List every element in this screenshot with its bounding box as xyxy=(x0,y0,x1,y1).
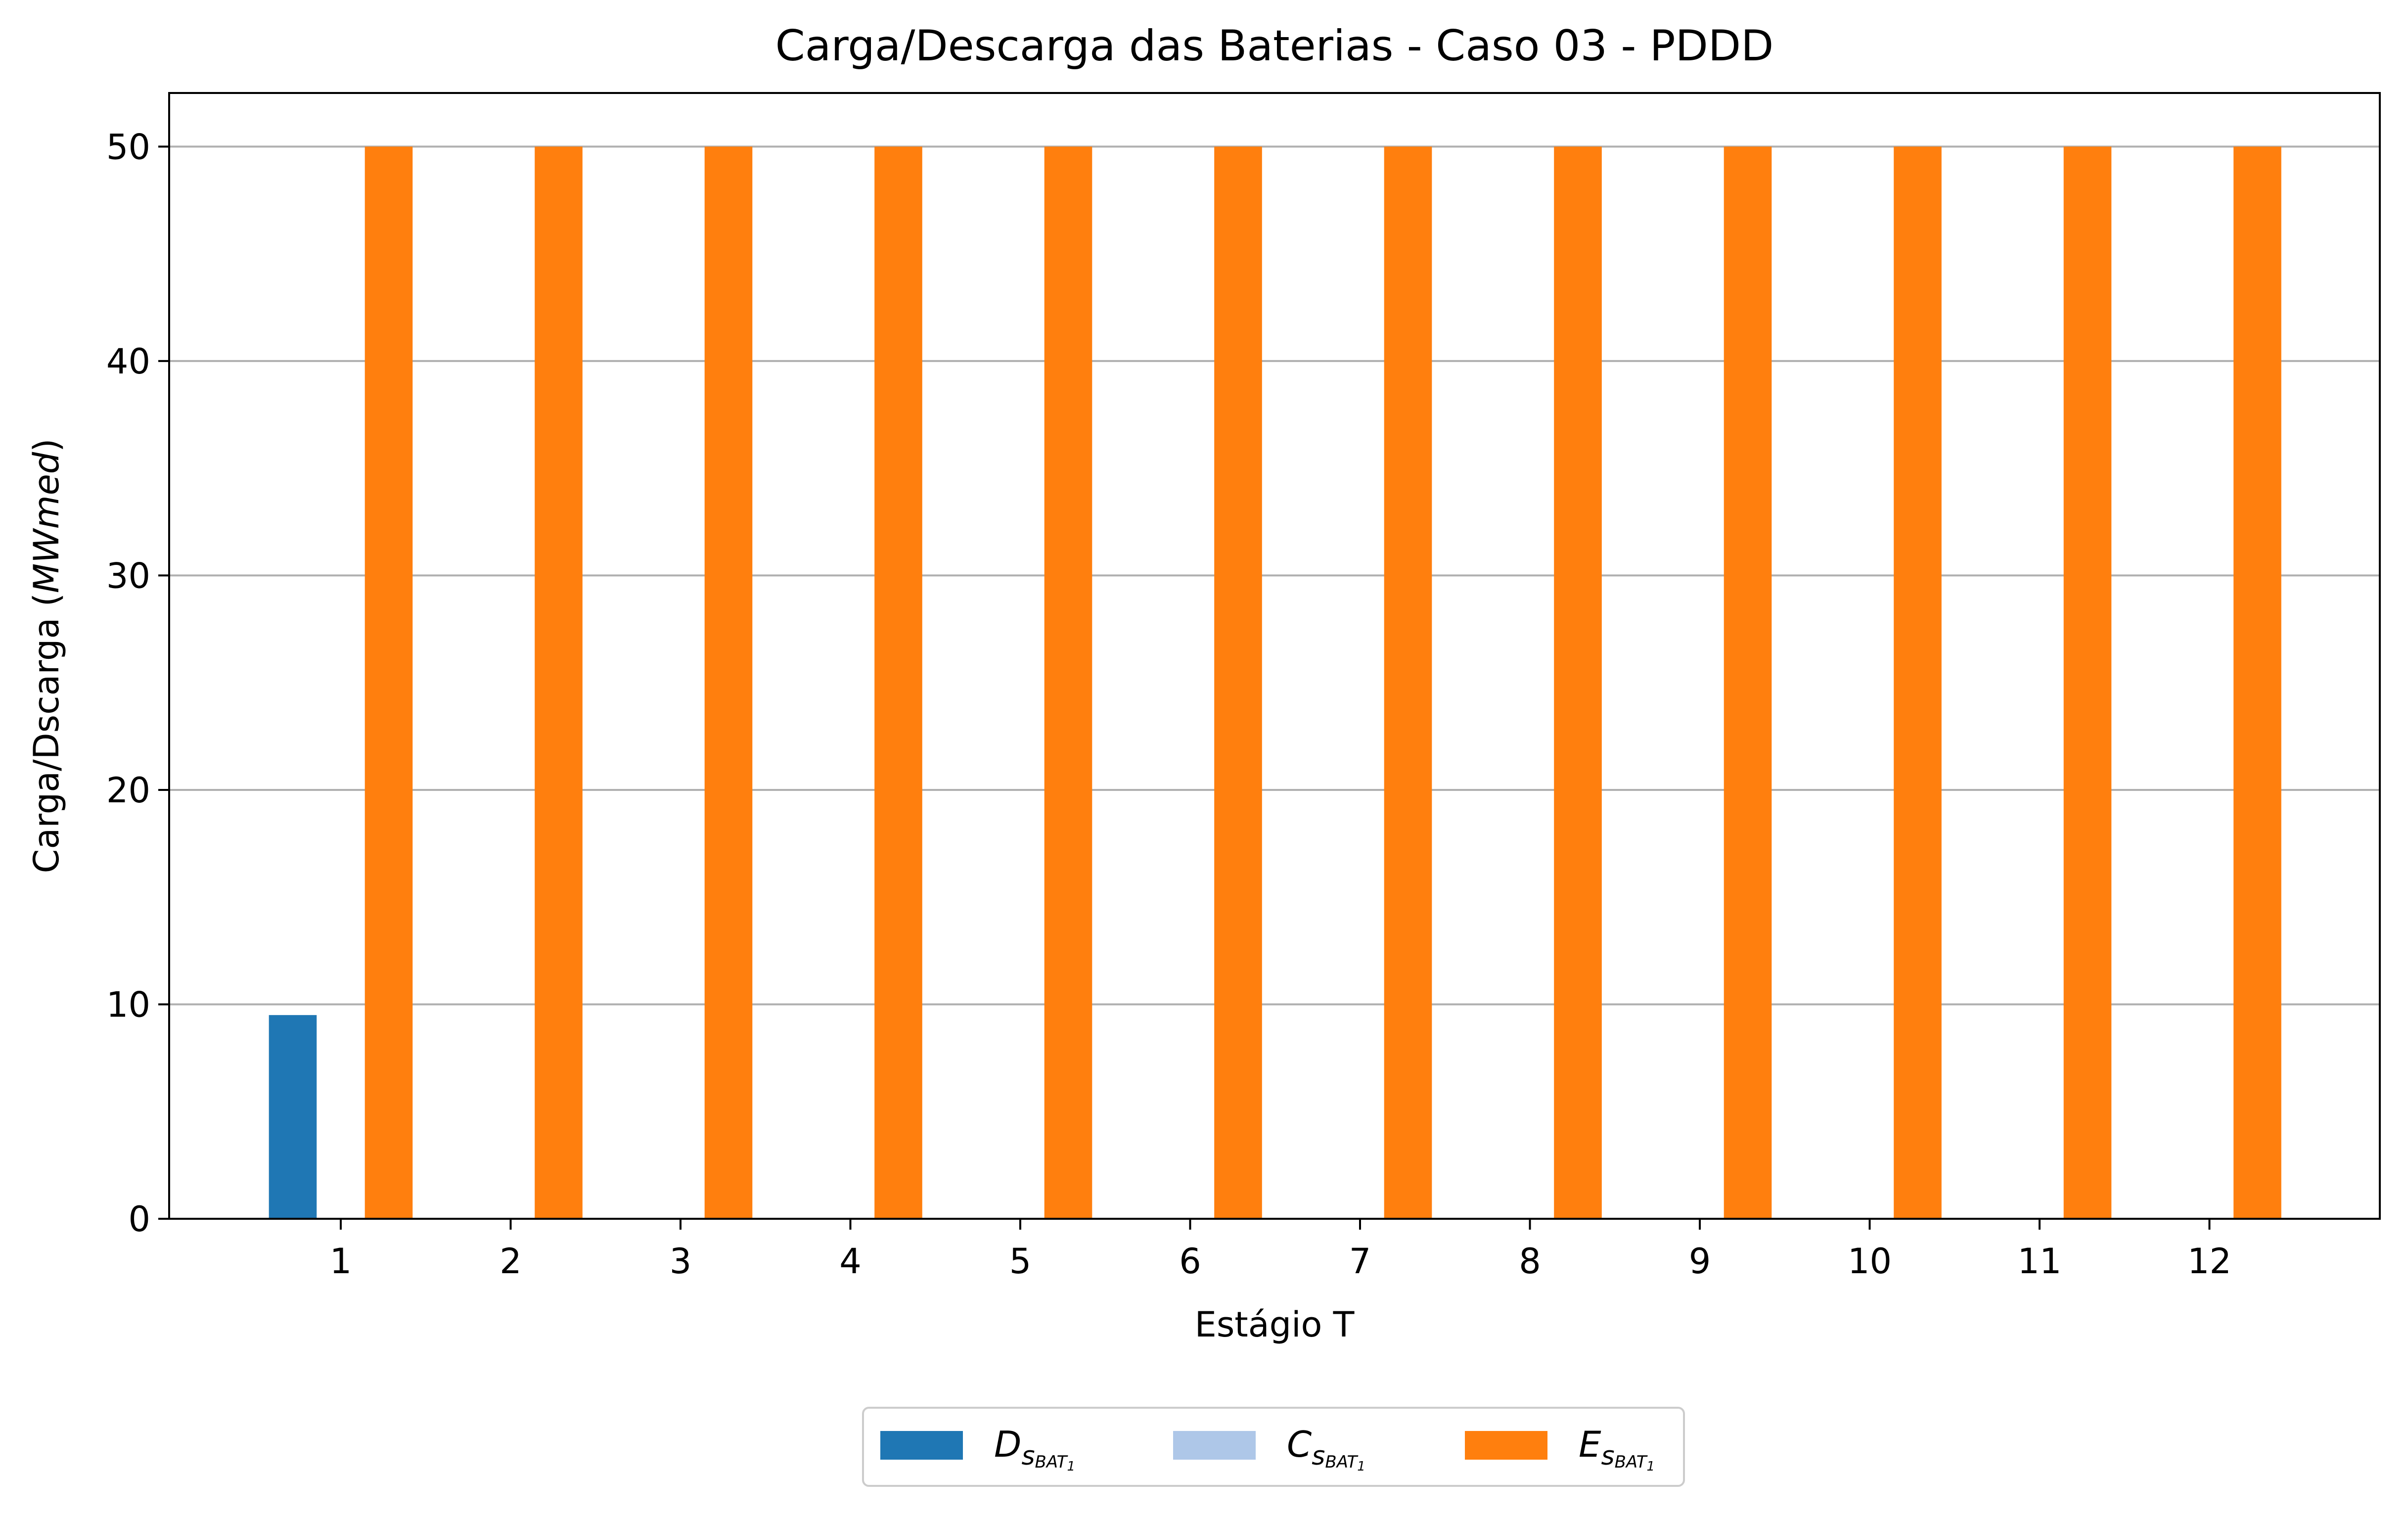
legend-label-part: BAT xyxy=(1615,1452,1648,1472)
x-tick-label: 5 xyxy=(1009,1241,1032,1282)
legend-label: CsBAT1 xyxy=(1287,1424,1365,1474)
legend-box xyxy=(862,1407,1685,1487)
legend-swatch xyxy=(1173,1431,1256,1460)
bar-e-4 xyxy=(874,146,922,1219)
legend-label-part: BAT xyxy=(1325,1452,1358,1472)
bar-e-8 xyxy=(1554,146,1602,1219)
bar-d-1 xyxy=(269,1015,317,1219)
bar-e-12 xyxy=(2233,146,2281,1219)
x-tick-label: 2 xyxy=(500,1241,522,1282)
x-tick-label: 11 xyxy=(2017,1241,2061,1282)
bar-e-2 xyxy=(535,146,583,1219)
y-axis: 0 10 20 30 40 50 xyxy=(106,127,169,1240)
legend-label-part: s xyxy=(1021,1441,1035,1471)
y-tick-label: 50 xyxy=(106,127,150,167)
legend-label-part: C xyxy=(1287,1424,1312,1465)
bar-e-9 xyxy=(1724,146,1772,1219)
y-tick-label: 40 xyxy=(106,341,150,382)
bar-e-10 xyxy=(1894,146,1942,1219)
x-tick-label: 3 xyxy=(670,1241,692,1282)
legend-label: EsBAT1 xyxy=(1579,1424,1655,1474)
y-tick-label: 20 xyxy=(106,770,150,811)
legend-swatch xyxy=(1465,1431,1547,1460)
bars xyxy=(269,146,2281,1219)
y-tick-label: 30 xyxy=(106,555,150,596)
x-tick-label: 9 xyxy=(1689,1241,1711,1282)
x-tick-label: 10 xyxy=(1848,1241,1892,1282)
x-tick-label: 6 xyxy=(1179,1241,1201,1282)
y-axis-label-unit: MWmed xyxy=(26,452,67,593)
bar-e-11 xyxy=(2063,146,2112,1219)
legend-label-part: E xyxy=(1579,1424,1601,1465)
y-tick-label: 0 xyxy=(128,1199,150,1240)
x-axis-label: Estágio T xyxy=(1195,1304,1355,1345)
legend-label-part: 1 xyxy=(1357,1459,1365,1474)
bar-e-3 xyxy=(704,146,753,1219)
legend-label-part: 1 xyxy=(1646,1459,1655,1474)
bar-e-1 xyxy=(364,146,413,1219)
y-tick-label: 10 xyxy=(106,984,150,1025)
x-tick-label: 12 xyxy=(2187,1241,2231,1282)
bar-e-6 xyxy=(1214,146,1262,1219)
chart-title: Carga/Descarga das Baterias - Caso 03 - … xyxy=(775,21,1774,71)
bar-e-5 xyxy=(1044,146,1092,1219)
bar-e-7 xyxy=(1384,146,1432,1219)
legend-label-part: s xyxy=(1312,1441,1325,1471)
y-axis-label: Carga/Dscarga (MWmed) xyxy=(26,438,67,873)
x-tick-label: 8 xyxy=(1519,1241,1541,1282)
x-axis: 1 2 3 4 5 6 7 8 9 10 11 12 xyxy=(330,1219,2231,1282)
x-tick-label: 1 xyxy=(330,1241,352,1282)
x-tick-label: 7 xyxy=(1349,1241,1371,1282)
legend-label-part: s xyxy=(1601,1441,1615,1471)
legend-label: DsBAT1 xyxy=(994,1424,1075,1474)
x-tick-label: 4 xyxy=(839,1241,862,1282)
legend-label-part: BAT xyxy=(1035,1452,1068,1472)
legend-label-part: 1 xyxy=(1067,1459,1075,1474)
grid-lines xyxy=(169,145,2380,1220)
legend-label-part: D xyxy=(994,1424,1021,1465)
legend-swatch xyxy=(880,1431,963,1460)
y-axis-label-prefix: Carga/Dscarga ( xyxy=(26,593,67,873)
plot-frame xyxy=(168,92,2381,1220)
y-axis-label-suffix: ) xyxy=(26,438,67,452)
